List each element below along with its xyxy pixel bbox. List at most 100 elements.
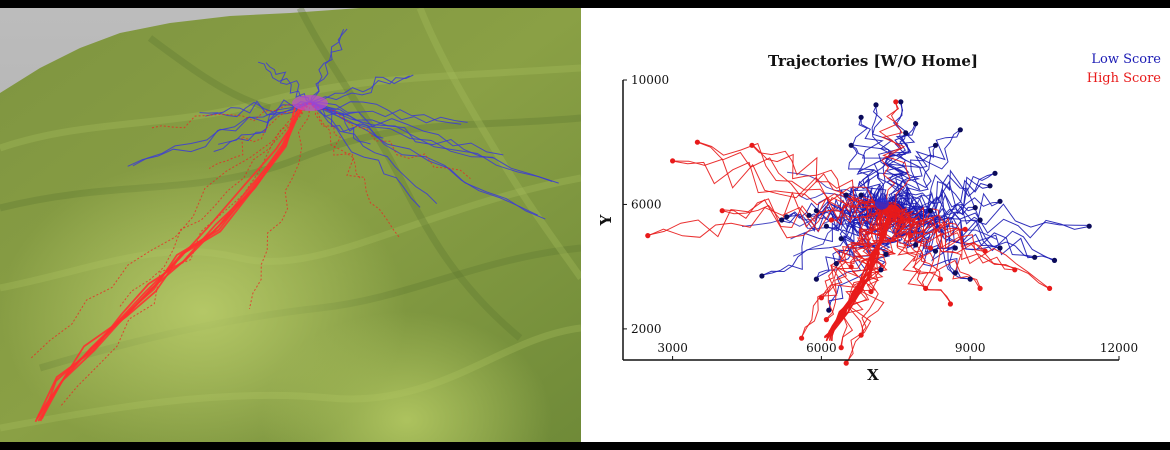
trajectory-line: [828, 205, 884, 312]
terrain-trajectory-low: [309, 102, 546, 220]
trajectory-endpoint: [858, 332, 864, 338]
terrain-trajectory-high: [59, 102, 311, 408]
trajectory-line: [846, 206, 884, 365]
x-axis-label: X: [867, 366, 879, 384]
terrain-render: [0, 8, 581, 442]
trajectory-endpoint: [947, 301, 953, 307]
trajectory-line: [800, 204, 884, 339]
trajectory-line: [884, 204, 952, 304]
trajectory-endpoint: [833, 261, 839, 267]
terrain-trajectory-high: [150, 102, 311, 129]
trajectory-endpoint: [828, 217, 834, 223]
y-tick-label: 2000: [631, 322, 662, 336]
trajectory-endpoint: [838, 345, 844, 351]
trajectory-endpoint: [848, 142, 854, 148]
x-tick-label: 9000: [955, 341, 986, 355]
terrain-trajectory-low: [205, 99, 311, 117]
terrain-trajectory-low: [309, 102, 559, 184]
terrain-trajectory-high: [309, 102, 400, 238]
trajectory-endpoint: [826, 307, 832, 313]
trajectory-endpoint: [806, 212, 812, 218]
high-score-dense-path: [823, 197, 901, 342]
x-tick-label: 3000: [657, 341, 688, 355]
trajectory-line: [821, 207, 886, 298]
trajectory-line: [881, 101, 906, 205]
trajectory-endpoint: [997, 198, 1003, 204]
trajectory-line: [889, 176, 992, 214]
trajectory-line: [878, 101, 911, 210]
trajectory-line: [849, 208, 884, 267]
hill-highlight: [0, 8, 581, 442]
trajectory-endpoint: [759, 273, 765, 279]
trajectory-endpoint: [848, 264, 854, 270]
terrain-trajectory-low: [309, 28, 345, 104]
trajectory-endpoint: [977, 217, 983, 223]
trajectory-endpoint: [927, 245, 934, 251]
chart-panel: Trajectories [W/O Home] Low Score High S…: [581, 8, 1170, 442]
trajectory-line: [825, 213, 881, 321]
trajectory-endpoint: [908, 233, 914, 239]
trajectory-endpoint: [749, 142, 755, 148]
legend-low-score: Low Score: [1091, 52, 1161, 67]
trajectory-line: [825, 214, 892, 342]
trajectory-line: [722, 191, 889, 228]
trajectory-line: [883, 102, 912, 201]
trajectory-endpoint: [813, 276, 819, 282]
legend-high-score: High Score: [1087, 71, 1162, 86]
trajectory-line: [892, 213, 1051, 290]
trajectory-endpoint: [1032, 254, 1038, 260]
trajectory-endpoint: [878, 267, 884, 273]
trajectory-endpoint: [1086, 223, 1092, 229]
trajectory-endpoint: [952, 270, 958, 276]
trajectory-endpoint: [670, 158, 676, 164]
trajectory-endpoint: [873, 102, 879, 108]
trajectory-endpoint: [883, 251, 889, 257]
trajectory-endpoint: [813, 208, 819, 214]
y-tick-label: 10000: [631, 73, 669, 87]
x-tick-label: 6000: [806, 341, 837, 355]
trajectory-line: [697, 141, 890, 206]
trajectory-endpoint: [1047, 285, 1053, 291]
trajectory-endpoint: [784, 214, 790, 220]
high-score-cluster: [882, 204, 901, 219]
trajectory-endpoint: [982, 248, 988, 254]
trajectory-endpoint: [719, 208, 725, 214]
trajectory-endpoint: [903, 130, 909, 136]
terrain-trajectory-low: [309, 102, 553, 182]
trajectory-endpoint: [932, 248, 939, 254]
terrain-trajectory-low: [213, 102, 311, 152]
trajectory-line: [750, 144, 887, 209]
trajectory-endpoint: [898, 99, 904, 105]
trajectory-endpoint: [858, 192, 864, 198]
terrain-trajectory-low: [309, 75, 410, 104]
trajectory-endpoint: [694, 139, 700, 145]
trajectory-endpoint: [962, 226, 968, 232]
terrain-trajectory-low: [309, 102, 421, 208]
trajectory-endpoint: [893, 99, 899, 105]
trajectory-endpoint: [957, 127, 963, 133]
terrain-trajectory-low: [309, 102, 495, 159]
trajectory-endpoint: [992, 170, 998, 176]
trajectory-line: [761, 206, 880, 276]
trajectory-endpoint: [779, 217, 785, 223]
trajectory-endpoint: [977, 285, 983, 291]
trajectory-endpoint: [818, 295, 824, 301]
terrain-trajectory-high: [309, 102, 471, 179]
trajectory-endpoint: [913, 242, 919, 248]
trajectory-endpoint: [937, 276, 943, 282]
trajectory-endpoint: [843, 360, 849, 366]
trajectory-endpoint: [913, 121, 919, 127]
trajectory-endpoint: [932, 142, 939, 148]
terrain-trajectory-low: [265, 62, 311, 104]
endpoints-low-score: [759, 99, 1092, 313]
x-tick-label: 12000: [1100, 341, 1138, 355]
terrain-trajectory-low: [132, 102, 311, 167]
chart-title: Trajectories [W/O Home]: [768, 52, 978, 70]
terrain-trajectory-low: [309, 101, 468, 124]
terrain-trajectory-low: [309, 102, 371, 145]
trajectory-line: [890, 213, 926, 289]
trajectory-line: [892, 144, 937, 209]
trajectory-endpoint: [823, 223, 829, 229]
trajectory-endpoint: [858, 114, 864, 120]
